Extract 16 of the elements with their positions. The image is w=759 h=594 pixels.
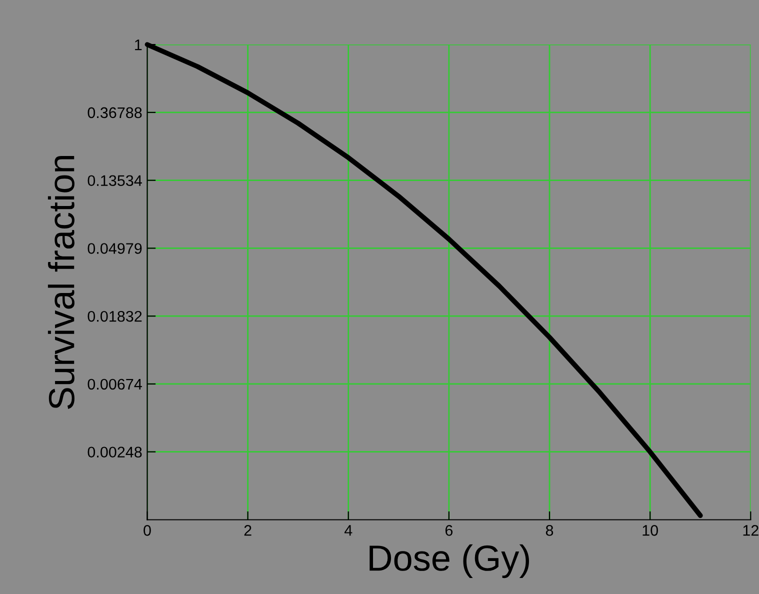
y-tick-label: 0.36788 <box>88 107 142 118</box>
x-tick-label: 6 <box>445 525 453 536</box>
x-tick-label: 4 <box>344 525 352 536</box>
y-tick-label: 0.13534 <box>88 175 142 186</box>
x-tick-label: 12 <box>743 525 758 536</box>
y-axis-title: Survival fraction <box>48 156 74 409</box>
y-tick-label: 0.01832 <box>88 310 142 322</box>
y-tick-label: 1 <box>135 40 142 50</box>
x-axis-title: Dose (Gy) <box>370 544 529 578</box>
y-tick-label: 0.00674 <box>88 378 142 390</box>
y-tick-label: 0.00248 <box>88 446 142 458</box>
x-tick-label: 2 <box>244 525 252 536</box>
x-tick-label: 0 <box>144 525 151 536</box>
x-tick-label: 8 <box>546 525 554 536</box>
x-tick-label: 10 <box>642 525 658 536</box>
y-tick-label: 0.04979 <box>88 243 142 254</box>
